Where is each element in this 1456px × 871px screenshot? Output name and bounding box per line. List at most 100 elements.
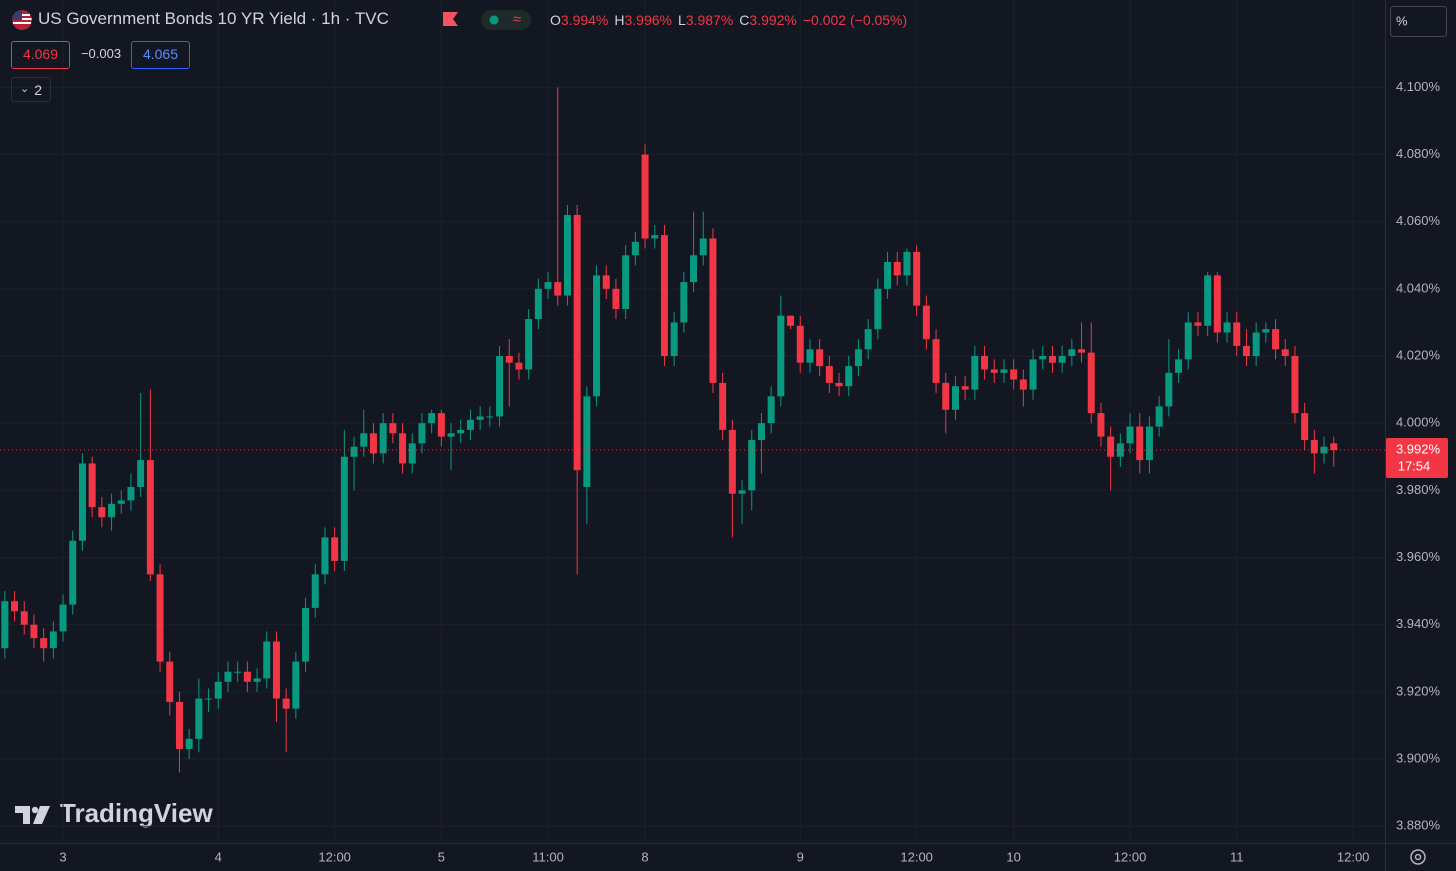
candle-body — [1155, 406, 1163, 427]
candle-body — [466, 419, 474, 430]
indicators-toggle[interactable]: ⌄ 2 — [11, 77, 51, 102]
candle-body — [816, 349, 824, 367]
y-tick-label: 4.000% — [1396, 415, 1441, 430]
candle-body — [195, 698, 203, 739]
x-tick-label: 5 — [438, 849, 445, 864]
ohlc-key: C — [739, 12, 750, 28]
candle-body — [699, 238, 707, 256]
candle-body — [534, 288, 542, 320]
candle-body — [418, 423, 426, 444]
candle-body — [1058, 356, 1066, 363]
candle-body — [137, 460, 145, 487]
candle-body — [40, 638, 48, 649]
candle-body — [88, 463, 96, 508]
candle-body — [49, 631, 57, 649]
candle-body — [922, 305, 930, 340]
candle-body — [1000, 369, 1008, 373]
candle-body — [379, 423, 387, 454]
candle-body — [670, 322, 678, 357]
candle-body — [971, 356, 979, 390]
candle-body — [224, 671, 232, 682]
candle-body — [1184, 322, 1192, 360]
candle-body — [1252, 332, 1260, 357]
ask-price[interactable]: 4.065 — [131, 41, 190, 69]
ohlc-legend: O3.994% H3.996% L3.987% C3.992% −0.002 (−0.0… — [550, 12, 913, 28]
candle-body — [292, 661, 300, 709]
x-tick-label: 10 — [1006, 849, 1020, 864]
candle-body — [389, 423, 397, 434]
candle-body — [835, 382, 843, 387]
candle-body — [30, 624, 38, 639]
candle-body — [399, 433, 407, 464]
candle-body — [69, 540, 77, 605]
x-tick-label: 12:00 — [900, 849, 933, 864]
scale-mode-button[interactable] — [1390, 6, 1447, 37]
candle-body — [263, 641, 271, 679]
indicator-count: 2 — [34, 82, 42, 98]
bid-price[interactable]: 4.069 — [11, 41, 70, 69]
candle-body — [11, 601, 19, 612]
candle-body — [127, 486, 135, 501]
candle-body — [932, 339, 940, 383]
x-tick-label: 9 — [797, 849, 804, 864]
y-tick-label: 4.020% — [1396, 347, 1441, 362]
candle-body — [272, 641, 280, 699]
candle-body — [302, 607, 310, 662]
candle-body — [728, 429, 736, 494]
candle-body — [1233, 322, 1241, 346]
candle-body — [1039, 356, 1047, 360]
ohlc-key: L — [677, 12, 686, 28]
y-tick-label: 3.920% — [1396, 683, 1441, 698]
candle-body — [825, 366, 833, 383]
candle-body — [893, 261, 901, 276]
candle-body — [476, 416, 484, 420]
candle-body — [641, 154, 649, 239]
symbol-title[interactable]: US Government Bonds 10 YR Yield · 1h · T… — [38, 9, 389, 28]
candle-body — [738, 490, 746, 494]
y-tick-label: 3.940% — [1396, 616, 1441, 631]
flag-marker[interactable] — [443, 12, 458, 26]
candle-body — [573, 214, 581, 471]
flag-icon — [12, 10, 32, 30]
candle-body — [515, 362, 523, 370]
candle-body — [1087, 352, 1095, 414]
candle-body — [486, 416, 494, 418]
candle-body — [612, 288, 620, 309]
candle-body — [1068, 349, 1076, 357]
candle-body — [98, 507, 106, 518]
candle-body — [175, 701, 183, 749]
chevron: ⌄ — [20, 83, 30, 95]
y-tick-label: 4.040% — [1396, 280, 1441, 295]
candle-body — [583, 396, 591, 487]
candle-body — [437, 413, 445, 437]
change: −0.002 (−0.05%) — [802, 12, 908, 28]
candle-body — [1204, 275, 1212, 326]
candle-body — [321, 537, 329, 575]
candle-body — [108, 503, 116, 518]
ohlc-value: 3.992% — [749, 12, 797, 28]
candle-body — [1107, 436, 1115, 457]
candle-body — [787, 315, 795, 326]
candle-body — [709, 238, 717, 383]
x-tick-label: 12:00 — [318, 849, 351, 864]
candle-body — [428, 413, 436, 424]
candle-body — [913, 251, 921, 306]
candle-body — [369, 433, 377, 454]
candle-body — [1194, 322, 1202, 326]
candle-body — [1301, 413, 1309, 440]
candle-body — [205, 698, 213, 700]
delay-icon: ≈ — [513, 11, 521, 28]
candle-body — [457, 429, 465, 434]
candle-body — [777, 315, 785, 397]
x-tick-label: 11 — [1230, 849, 1244, 864]
scale-mode[interactable]: % — [1396, 13, 1408, 28]
candle-body — [806, 349, 814, 363]
candle-body — [1029, 359, 1037, 390]
candle-body — [1175, 359, 1183, 373]
x-tick-label: 8 — [641, 849, 648, 864]
candle-body — [447, 433, 455, 437]
settings-icon[interactable] — [1410, 849, 1426, 865]
candle-body — [146, 460, 154, 575]
